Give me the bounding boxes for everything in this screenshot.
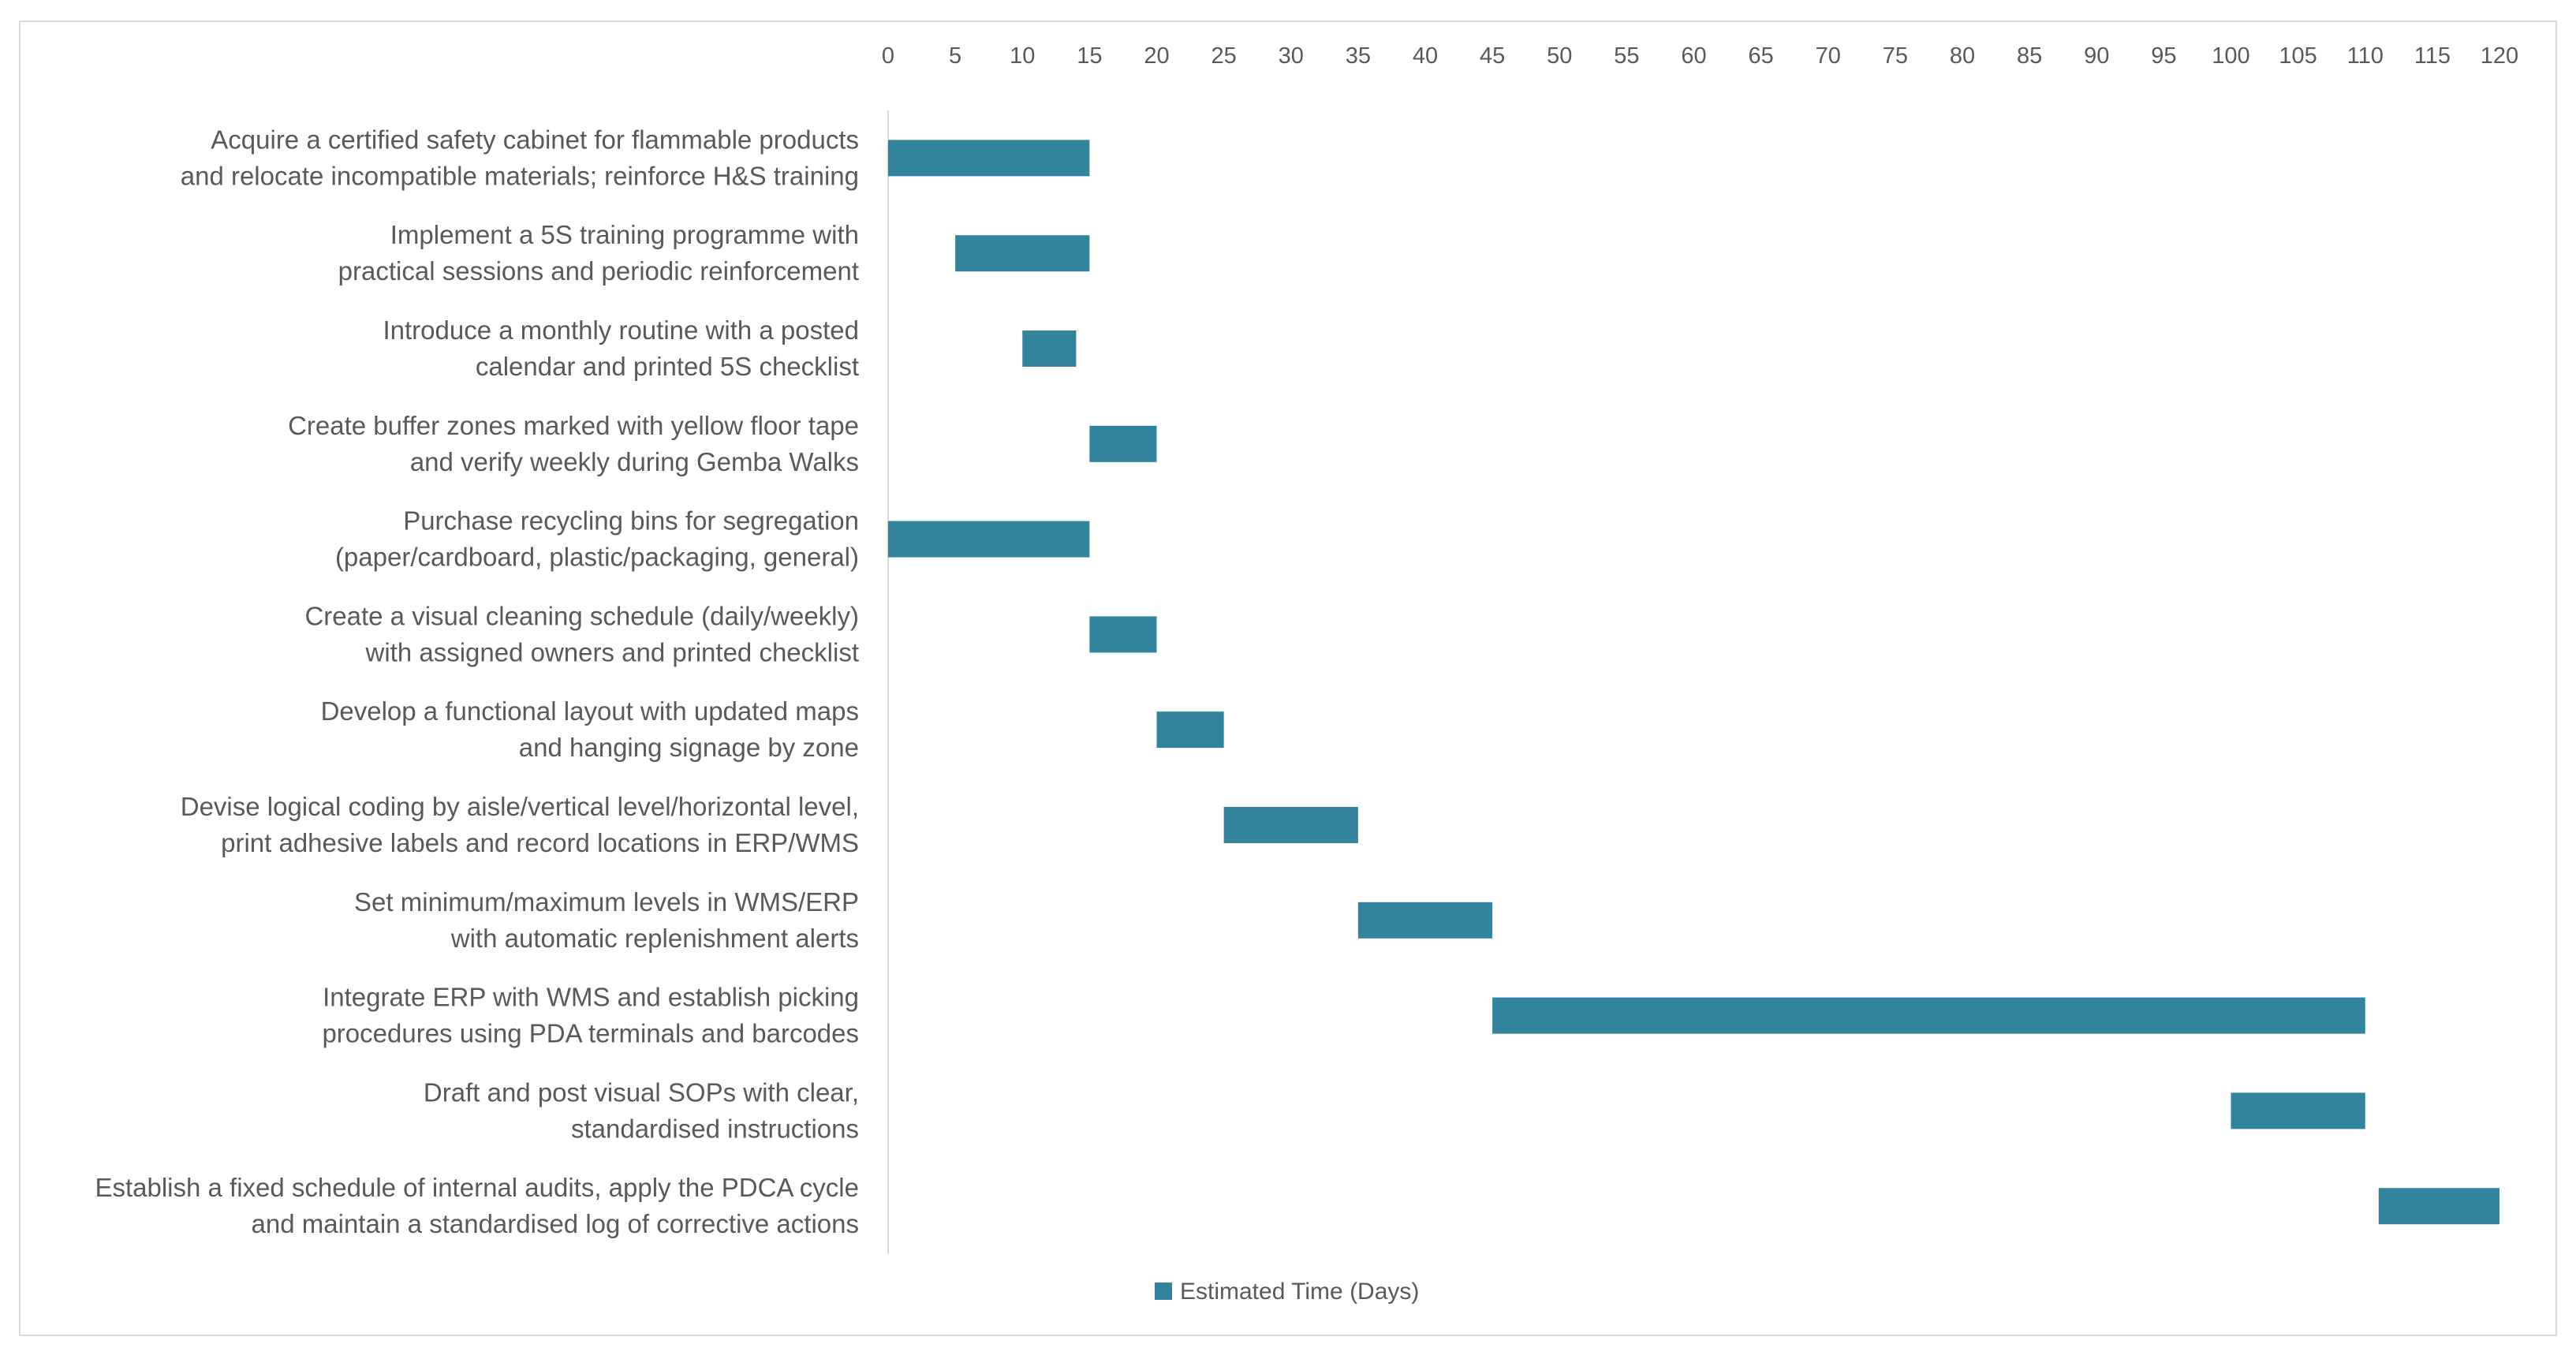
task-label-line: and hanging signage by zone <box>519 733 859 762</box>
task-label-line: (paper/cardboard, plastic/packaging, gen… <box>335 543 859 572</box>
legend: Estimated Time (Days) <box>1155 1279 1419 1305</box>
task-label-line: Create buffer zones marked with yellow f… <box>288 411 859 440</box>
task-bar <box>2231 1092 2365 1129</box>
task-bar <box>888 521 1090 558</box>
x-tick-label: 40 <box>1413 43 1438 69</box>
x-tick-label: 90 <box>2084 43 2109 69</box>
task-bar <box>1223 807 1358 843</box>
task-bar <box>1156 711 1224 749</box>
task-label-line: with assigned owners and printed checkli… <box>364 637 859 666</box>
legend-swatch <box>1155 1282 1172 1300</box>
x-tick-label: 35 <box>1346 43 1371 69</box>
task-label-line: print adhesive labels and record locatio… <box>221 828 859 857</box>
task-labels: Acquire a certified safety cabinet for f… <box>95 125 859 1238</box>
x-axis-ticks: 0 5 10 15 20 25 30 35 40 45 50 55 60 65 70 75 80 85 90 95 10… <box>882 43 2518 69</box>
x-tick-label: 120 <box>2481 43 2518 69</box>
task-label-line: and relocate incompatible materials; rei… <box>181 161 859 190</box>
task-label-line: Integrate ERP with WMS and establish pic… <box>323 983 859 1012</box>
task-label-line: Establish a fixed schedule of internal a… <box>95 1173 859 1202</box>
x-tick-label: 50 <box>1547 43 1572 69</box>
x-tick-label: 60 <box>1681 43 1706 69</box>
task-label-line: Acquire a certified safety cabinet for f… <box>211 125 859 154</box>
x-tick-label: 30 <box>1279 43 1304 69</box>
x-tick-label: 85 <box>2017 43 2042 69</box>
task-bar <box>1089 616 1157 653</box>
x-tick-label: 45 <box>1480 43 1505 69</box>
task-label-line: Purchase recycling bins for segregation <box>403 506 859 536</box>
task-label-line: practical sessions and periodic reinforc… <box>338 256 859 286</box>
task-bar <box>2378 1188 2499 1225</box>
x-tick-label: 105 <box>2279 43 2317 69</box>
x-tick-label: 80 <box>1950 43 1975 69</box>
bars <box>888 140 2499 1225</box>
task-label-line: Create a visual cleaning schedule (daily… <box>304 601 859 630</box>
task-label-line: Introduce a monthly routine with a poste… <box>383 315 859 345</box>
task-label-line: and maintain a standardised log of corre… <box>252 1209 859 1238</box>
task-label-line: and verify weekly during Gemba Walks <box>410 447 859 476</box>
task-bar <box>1089 425 1157 462</box>
task-label-line: Draft and post visual SOPs with clear, <box>424 1077 859 1107</box>
x-tick-label: 110 <box>2347 43 2384 69</box>
task-bar <box>1357 902 1493 939</box>
task-bar <box>888 140 1090 177</box>
task-bar <box>955 235 1090 272</box>
task-label-line: calendar and printed 5S checklist <box>476 352 859 381</box>
legend-label: Estimated Time (Days) <box>1180 1279 1419 1305</box>
x-tick-label: 15 <box>1077 43 1102 69</box>
x-tick-label: 75 <box>1883 43 1908 69</box>
x-tick-label: 115 <box>2414 43 2451 69</box>
task-label-line: Develop a functional layout with updated… <box>321 696 859 726</box>
x-tick-label: 0 <box>882 43 894 69</box>
task-bar <box>1022 330 1077 367</box>
x-tick-label: 10 <box>1010 43 1035 69</box>
x-tick-label: 5 <box>949 43 961 69</box>
x-tick-label: 20 <box>1144 43 1169 69</box>
x-tick-label: 100 <box>2212 43 2249 69</box>
x-tick-label: 25 <box>1211 43 1236 69</box>
task-label-line: procedures using PDA terminals and barco… <box>322 1019 859 1048</box>
task-bar <box>1492 997 2365 1034</box>
task-label-line: with automatic replenishment alerts <box>450 924 859 953</box>
x-tick-label: 65 <box>1748 43 1773 69</box>
task-label-line: Implement a 5S training programme with <box>390 220 859 249</box>
chart-frame <box>19 21 2557 1336</box>
x-tick-label: 55 <box>1614 43 1639 69</box>
x-tick-label: 70 <box>1816 43 1841 69</box>
task-label-line: standardised instructions <box>571 1114 859 1143</box>
task-label-line: Set minimum/maximum levels in WMS/ERP <box>354 887 859 917</box>
x-tick-label: 95 <box>2151 43 2176 69</box>
task-label-line: Devise logical coding by aisle/vertical … <box>181 792 859 821</box>
